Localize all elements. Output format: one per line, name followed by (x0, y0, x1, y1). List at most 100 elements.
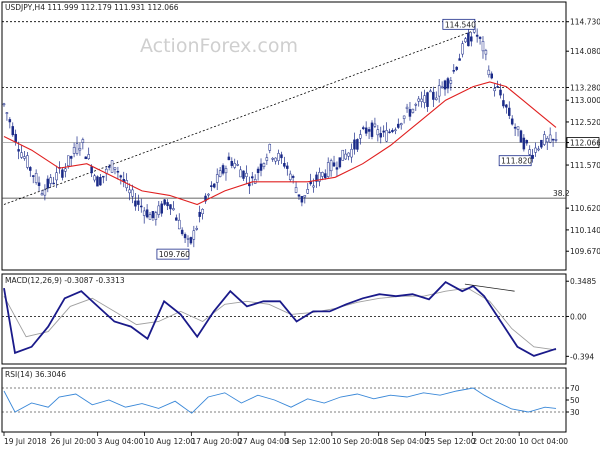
candle-body (385, 130, 388, 142)
candle-body (370, 122, 374, 137)
candle-body (64, 168, 67, 172)
candle-body (315, 174, 318, 182)
price-annotation-box (442, 18, 476, 30)
candle-body (148, 214, 152, 220)
rsi-line (3, 387, 557, 414)
candle-body (236, 164, 239, 166)
candle-body (233, 163, 236, 168)
candle-body (286, 165, 289, 169)
candle-body (338, 157, 342, 168)
candle-body (87, 154, 90, 159)
candle-body (29, 167, 32, 171)
candle-body (432, 91, 435, 100)
candle-body (522, 137, 526, 150)
candle-body (324, 173, 327, 179)
candle-body (61, 169, 64, 178)
candle-body (17, 149, 20, 152)
candle-body (189, 237, 193, 244)
candle-body (5, 112, 9, 114)
macd-signal-line (3, 287, 557, 351)
macd-panel-frame (1, 273, 567, 365)
candle-body (183, 234, 187, 239)
candle-body (367, 129, 371, 132)
candle-body (499, 89, 502, 96)
candle-body (329, 160, 333, 172)
candle-body (452, 70, 456, 72)
x-tick-label: 19 Jul 2018 (4, 437, 47, 446)
y-tick-label: 70 (570, 384, 580, 393)
candle-body (283, 163, 286, 167)
candle-body (356, 139, 359, 150)
candle-body (391, 129, 394, 133)
candle-body (230, 160, 234, 166)
candle-body (186, 238, 190, 240)
candle-body (405, 106, 409, 110)
candle-body (423, 95, 426, 103)
candle-body (551, 138, 555, 141)
candle-body (8, 119, 12, 123)
candle-body (361, 127, 365, 129)
candle-body (379, 133, 383, 138)
candle-body (262, 163, 266, 168)
candle-body (426, 92, 429, 107)
rsi-panel-frame (1, 367, 567, 433)
candle-body (259, 163, 263, 171)
candle-body (414, 104, 418, 106)
candle-body (531, 154, 534, 159)
candle-body (34, 173, 38, 183)
candle-body (142, 210, 146, 216)
candle-body (478, 36, 482, 39)
x-tick-label: 10 Aug 12:00 (145, 437, 196, 446)
candle-body (446, 78, 450, 89)
candle-body (242, 170, 245, 179)
candle-body (437, 85, 441, 97)
candle-body (131, 189, 134, 197)
candle-body (300, 196, 304, 203)
candle-body (195, 228, 199, 230)
candle-body (251, 176, 254, 179)
candle-body (175, 217, 178, 221)
candle-body (455, 66, 458, 70)
candle-body (458, 58, 461, 61)
candle-body (326, 162, 330, 177)
candle-body (224, 168, 228, 174)
candle-body (160, 203, 163, 214)
candle-body (513, 126, 517, 129)
candle-body (169, 204, 172, 210)
candle-body (213, 183, 216, 188)
price-content: 38.2 114.540 109.760 111.820 (2, 18, 570, 260)
candle-body (210, 185, 213, 188)
candle-body (294, 187, 298, 193)
candle-body (545, 138, 549, 143)
candle-body (312, 185, 315, 188)
candle-body (467, 32, 470, 47)
x-tick-label: 3 Aug 04:00 (98, 437, 144, 446)
candle-body (140, 205, 143, 208)
candle-body (341, 149, 345, 161)
candle-body (525, 140, 529, 144)
candle-body (221, 165, 225, 174)
price-y-axis: 114.730 114.080 113.280 113.000 112.520 112.0… (566, 18, 600, 256)
rsi-content (2, 387, 566, 414)
fib-label: 38.2 (553, 189, 570, 198)
candle-body (537, 148, 540, 151)
candle-body (543, 134, 546, 145)
x-tick-label: 25 Sep 12:00 (426, 437, 476, 446)
candle-body (274, 157, 277, 162)
macd-title: MACD(12,26,9) -0.3087 -0.3313 (5, 276, 125, 285)
y-tick-label: 110.620 (570, 204, 600, 213)
rsi-title: RSI(14) 36.3046 (5, 370, 66, 379)
macd-content (2, 280, 566, 357)
candle-body (116, 171, 120, 173)
candle-body (49, 177, 52, 184)
candle-body (440, 86, 444, 89)
x-tick-label: 18 Sep 04:00 (379, 437, 429, 446)
price-panel-frame (1, 1, 567, 271)
candle-body (490, 73, 493, 79)
candle-body (554, 139, 558, 141)
x-tick-label: 2 Oct 20:00 (472, 437, 516, 446)
macd-trendline (464, 283, 515, 292)
candle-body (166, 202, 169, 207)
